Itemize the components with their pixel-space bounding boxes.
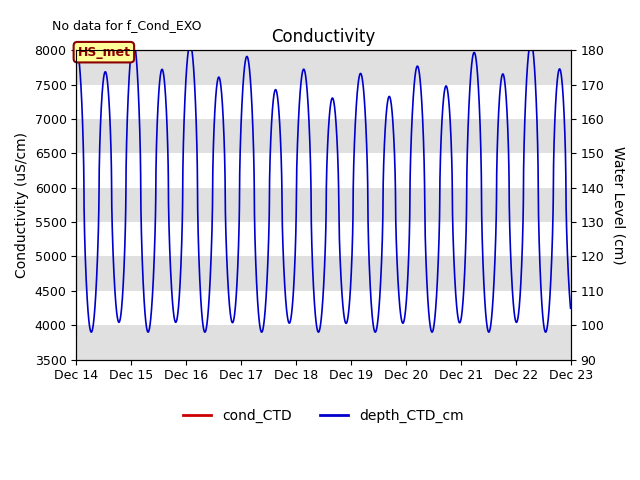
Text: HS_met: HS_met xyxy=(77,46,131,59)
Text: No data for f_Cond_EXO: No data for f_Cond_EXO xyxy=(52,19,201,32)
Bar xyxy=(76,119,571,153)
Y-axis label: Conductivity (uS/cm): Conductivity (uS/cm) xyxy=(15,132,29,278)
Title: Conductivity: Conductivity xyxy=(271,28,376,46)
Bar xyxy=(76,256,571,291)
Bar xyxy=(76,325,571,360)
Legend: cond_CTD, depth_CTD_cm: cond_CTD, depth_CTD_cm xyxy=(178,404,469,429)
Y-axis label: Water Level (cm): Water Level (cm) xyxy=(611,145,625,264)
Bar xyxy=(76,188,571,222)
Bar xyxy=(76,50,571,84)
